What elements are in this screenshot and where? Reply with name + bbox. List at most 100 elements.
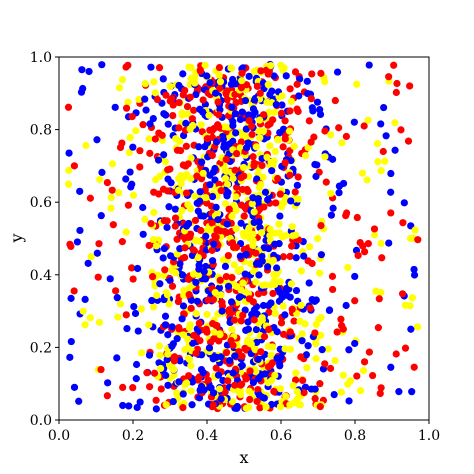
scatter-point	[258, 316, 266, 324]
scatter-point	[245, 224, 253, 232]
scatter-point	[225, 205, 233, 213]
scatter-point	[205, 344, 214, 352]
scatter-point	[179, 390, 187, 398]
scatter-point	[173, 146, 182, 154]
scatter-point	[162, 91, 170, 99]
scatter-point	[150, 235, 158, 244]
scatter-point	[333, 68, 342, 76]
scatter-point	[282, 72, 290, 80]
scatter-point	[327, 189, 335, 198]
scatter-point	[242, 144, 251, 152]
scatter-point	[157, 385, 165, 393]
scatter-point	[215, 71, 223, 80]
scatter-point	[182, 119, 190, 127]
scatter-point	[194, 376, 202, 384]
scatter-point	[265, 108, 273, 116]
scatter-point	[175, 124, 183, 132]
scatter-point	[370, 225, 379, 233]
scatter-point	[118, 238, 126, 246]
scatter-point	[292, 369, 300, 377]
points-layer	[64, 60, 422, 413]
scatter-point	[202, 194, 210, 202]
scatter-point	[318, 346, 326, 354]
scatter-point	[129, 143, 137, 151]
scatter-point	[176, 137, 184, 145]
scatter-point	[328, 272, 337, 280]
scatter-point	[169, 111, 177, 120]
scatter-point	[198, 158, 206, 166]
scatter-point	[267, 62, 275, 70]
scatter-point	[276, 128, 284, 137]
scatter-point	[182, 142, 190, 150]
scatter-point	[296, 75, 304, 83]
scatter-point	[266, 142, 274, 150]
scatter-point	[370, 231, 379, 239]
scatter-point	[116, 300, 125, 308]
scatter-point	[380, 103, 388, 112]
scatter-point	[266, 120, 274, 128]
scatter-point	[175, 98, 183, 107]
scatter-point	[170, 357, 178, 365]
scatter-point	[76, 226, 84, 235]
scatter-point	[264, 301, 273, 310]
scatter-point	[187, 304, 195, 312]
scatter-point	[315, 315, 323, 324]
scatter-point	[350, 118, 358, 126]
scatter-point	[202, 326, 210, 335]
scatter-point	[233, 183, 241, 191]
scatter-point	[392, 88, 400, 97]
scatter-point	[228, 274, 236, 282]
scatter-point	[382, 132, 390, 140]
scatter-point	[118, 76, 127, 84]
scatter-point	[264, 81, 272, 89]
scatter-point	[245, 387, 253, 395]
scatter-point	[326, 131, 335, 139]
scatter-point	[187, 154, 195, 162]
scatter-point	[222, 272, 230, 281]
scatter-point	[226, 357, 234, 365]
scatter-point	[401, 344, 410, 352]
scatter-point	[220, 143, 228, 151]
scatter-point	[237, 174, 245, 182]
scatter-point	[373, 139, 382, 148]
scatter-point	[187, 362, 195, 370]
scatter-point	[281, 345, 289, 353]
scatter-point	[141, 95, 149, 103]
scatter-point	[279, 302, 287, 310]
scatter-point	[103, 392, 111, 400]
scatter-point	[193, 172, 201, 180]
scatter-point	[279, 253, 288, 261]
scatter-point	[277, 61, 285, 69]
scatter-point	[215, 284, 223, 292]
scatter-point	[283, 291, 291, 299]
scatter-point	[246, 395, 254, 404]
scatter-point	[278, 233, 286, 241]
scatter-point	[208, 257, 217, 265]
scatter-point	[252, 143, 260, 151]
scatter-point	[208, 151, 216, 159]
scatter-point	[292, 254, 300, 262]
scatter-point	[126, 133, 134, 142]
scatter-point	[173, 250, 181, 258]
scatter-point	[137, 305, 145, 313]
scatter-point	[277, 109, 286, 117]
y-tick-label: 0.4	[30, 268, 52, 284]
scatter-point	[237, 317, 245, 325]
scatter-point	[368, 371, 377, 380]
scatter-point	[293, 80, 301, 88]
scatter-point	[265, 325, 273, 334]
scatter-point	[179, 302, 188, 310]
scatter-point	[222, 348, 231, 357]
scatter-point	[230, 261, 238, 269]
scatter-point	[124, 201, 133, 209]
scatter-point	[209, 320, 217, 328]
scatter-point	[235, 293, 243, 301]
scatter-point	[276, 403, 285, 411]
scatter-point	[247, 260, 255, 268]
scatter-point	[239, 279, 247, 287]
scatter-point	[185, 291, 193, 299]
scatter-point	[174, 186, 183, 194]
scatter-point	[254, 385, 262, 394]
scatter-point	[98, 168, 106, 176]
scatter-point	[169, 340, 177, 348]
